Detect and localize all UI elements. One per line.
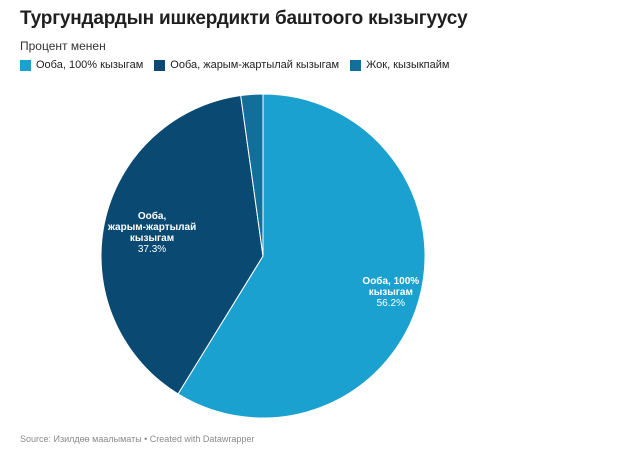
chart-subtitle: Процент менен <box>20 39 106 53</box>
pie-slice-partial-interest <box>100 94 264 395</box>
legend-item-partial-interest: Ооба, жарым-жартылай кызыгам <box>154 59 339 71</box>
slice-name-label: жарым-жартылай <box>107 222 196 233</box>
slice-name-label: кызыгам <box>130 233 174 244</box>
slice-label-partial-interest: Ооба, жарым-жартылай кызыгам 37.3% <box>107 210 196 255</box>
legend-item-full-interest: Ооба, 100% кызыгам <box>20 59 143 71</box>
legend-swatch <box>20 59 31 71</box>
slice-name-label: Ооба, <box>138 210 167 222</box>
slice-value-label: 56.2% <box>377 298 405 309</box>
legend-label: Ооба, жарым-жартылай кызыгам <box>170 59 340 71</box>
slice-label-full-interest: Ооба, 100% кызыгам 56.2% <box>362 275 419 309</box>
legend-label: Ооба, 100% кызыгам <box>36 59 144 71</box>
chart-source-note: Source: Изилдөө маалыматы • Created with… <box>20 434 255 444</box>
legend: Ооба, 100% кызыгам Ооба, жарым-жартылай … <box>20 59 460 71</box>
slice-name-label: кызыгам <box>369 287 413 298</box>
slice-value-label: 37.3% <box>138 244 166 255</box>
pie-slice-full-interest <box>177 93 426 419</box>
legend-swatch <box>154 59 166 71</box>
legend-item-no-interest: Жок, кызыкпайм <box>350 59 449 71</box>
chart-title: Тургундардын ишкердикти баштоого кызыгуу… <box>20 8 468 29</box>
pie-slice-no-interest <box>240 93 264 257</box>
slice-name-label: Ооба, 100% <box>362 275 419 287</box>
legend-label: Жок, кызыкпайм <box>366 59 450 71</box>
legend-swatch <box>350 59 362 71</box>
